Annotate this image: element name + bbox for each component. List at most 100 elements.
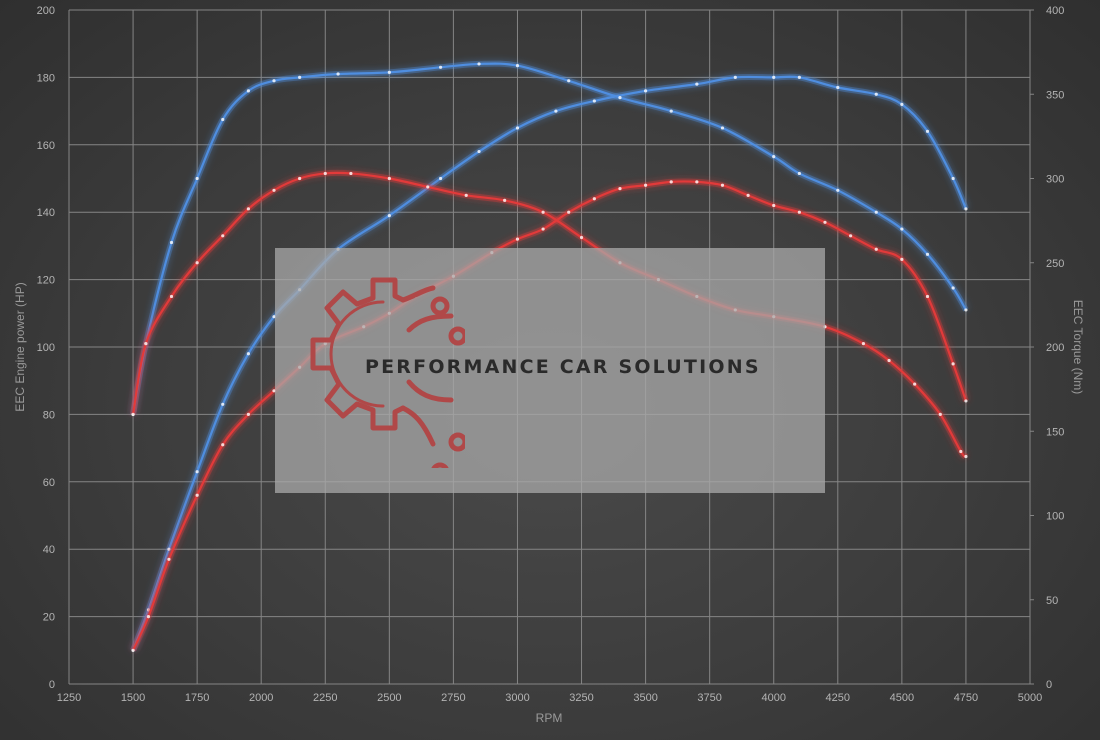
watermark-text: PERFORMANCE CAR SOLUTIONS — [365, 356, 761, 378]
y-left-tick-label: 0 — [49, 679, 55, 691]
data-point — [146, 615, 151, 619]
data-point — [964, 308, 968, 312]
data-point — [169, 240, 174, 245]
series-1-left — [130, 178, 969, 652]
data-point — [874, 210, 878, 214]
x-tick-label: 2500 — [377, 692, 401, 704]
data-point — [836, 85, 840, 90]
data-point — [503, 198, 507, 203]
data-point — [959, 449, 963, 454]
x-tick-label: 1500 — [121, 692, 145, 704]
x-axis-title: RPM — [536, 711, 563, 725]
data-point — [669, 180, 673, 184]
series-3-right — [130, 169, 969, 460]
data-point — [567, 79, 571, 83]
data-point — [964, 454, 968, 459]
x-tick-label: 1750 — [185, 692, 209, 704]
y-left-tick-label: 20 — [43, 612, 55, 624]
series-line — [132, 75, 967, 651]
y-right-tick-label: 0 — [1046, 679, 1052, 691]
data-point — [195, 470, 199, 474]
y-left-tick-label: 80 — [43, 409, 55, 421]
y-right-tick-label: 200 — [1046, 342, 1064, 354]
x-tick-label: 2250 — [313, 692, 337, 704]
y-axis-left-title: EEC Engine power (HP) — [13, 282, 27, 411]
data-point — [554, 109, 558, 113]
data-point — [849, 234, 853, 238]
data-point — [746, 193, 750, 197]
data-point — [772, 154, 776, 159]
y-right-tick-label: 350 — [1046, 89, 1064, 101]
data-point — [541, 227, 545, 231]
data-point — [900, 227, 904, 231]
x-tick-label: 4500 — [890, 692, 914, 704]
data-point — [387, 176, 391, 181]
data-point — [951, 286, 955, 290]
x-tick-label: 3500 — [633, 692, 657, 704]
data-point — [618, 187, 622, 191]
series-2-right — [130, 60, 969, 416]
y-right-tick-label: 100 — [1046, 511, 1064, 523]
data-point — [579, 235, 584, 240]
data-point — [695, 82, 699, 86]
data-point — [246, 207, 250, 211]
data-point — [272, 315, 276, 319]
data-point — [720, 183, 725, 187]
y-left-tick-label: 200 — [37, 5, 55, 17]
data-point — [644, 183, 648, 187]
data-point — [823, 220, 827, 224]
data-point — [515, 64, 520, 68]
x-tick-label: 3250 — [569, 692, 593, 704]
y-left-tick-label: 60 — [43, 477, 55, 489]
y-left-tick-label: 140 — [37, 207, 55, 219]
y-axis-right-title: EEC Torque (Nm) — [1071, 300, 1085, 394]
data-point — [900, 102, 904, 106]
data-point — [167, 557, 171, 561]
data-point — [131, 412, 135, 416]
y-axis-right-ticks: 0 50 100 150 200 250 300 350 400 — [1046, 5, 1064, 691]
data-point — [592, 197, 596, 201]
data-point — [797, 75, 801, 79]
y-right-tick-label: 150 — [1046, 426, 1064, 438]
data-point — [387, 213, 391, 218]
x-tick-label: 3000 — [505, 692, 529, 704]
data-point — [272, 389, 276, 393]
data-point — [144, 342, 148, 346]
x-tick-label: 3750 — [697, 692, 721, 704]
data-point — [964, 399, 968, 403]
data-point — [836, 188, 840, 192]
data-point — [195, 261, 199, 265]
data-point — [438, 176, 443, 181]
data-point — [246, 89, 250, 93]
data-point — [221, 234, 225, 238]
y-axis-left-ticks: 0 20 40 60 80 100 120 140 160 180 200 — [37, 5, 55, 691]
x-axis-ticks: 1250 1500 1750 2000 2250 2500 2750 3000 3250 3500… — [57, 692, 1042, 704]
watermark-box: PERFORMANCE CAR SOLUTIONS — [275, 248, 825, 493]
data-point — [951, 176, 955, 181]
data-point — [246, 352, 250, 356]
series-layer — [130, 60, 969, 652]
data-point — [195, 493, 199, 497]
x-tick-label: 2750 — [441, 692, 465, 704]
y-right-tick-label: 50 — [1046, 595, 1058, 607]
data-point — [567, 210, 571, 214]
data-point — [387, 70, 391, 74]
x-tick-label: 4000 — [761, 692, 785, 704]
data-point — [298, 176, 302, 181]
data-point — [221, 402, 225, 406]
data-point — [464, 193, 468, 197]
y-right-tick-label: 250 — [1046, 258, 1064, 270]
data-point — [169, 294, 174, 299]
x-tick-label: 1250 — [57, 692, 81, 704]
y-right-tick-label: 400 — [1046, 5, 1064, 17]
data-point — [246, 412, 250, 416]
data-point — [695, 180, 699, 184]
data-point — [644, 89, 648, 93]
data-point — [772, 75, 776, 79]
data-point — [592, 99, 596, 103]
data-point — [938, 412, 942, 416]
data-point — [336, 72, 340, 76]
data-point — [861, 342, 866, 346]
data-point — [272, 79, 276, 83]
data-point — [477, 62, 481, 66]
